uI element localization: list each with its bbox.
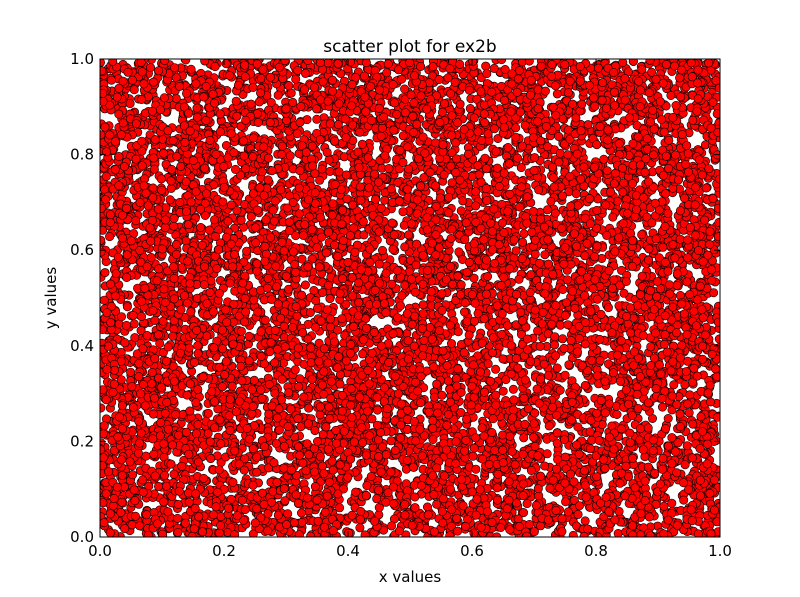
scatter-point [300, 280, 310, 290]
scatter-point [491, 364, 501, 374]
scatter-point [619, 288, 629, 298]
scatter-point [493, 134, 503, 144]
scatter-point [613, 529, 623, 537]
scatter-point [218, 344, 228, 354]
scatter-point [714, 217, 720, 227]
scatter-point [497, 59, 507, 65]
scatter-point [519, 229, 529, 239]
scatter-point [453, 327, 463, 337]
scatter-point [246, 212, 256, 222]
scatter-point [193, 420, 203, 430]
scatter-point [380, 195, 390, 205]
scatter-point [236, 215, 246, 225]
scatter-point [461, 435, 471, 445]
scatter-points [100, 59, 720, 537]
scatter-point [317, 461, 327, 471]
scatter-point [458, 196, 468, 206]
scatter-point [550, 340, 560, 350]
scatter-point [554, 132, 564, 142]
scatter-point [679, 495, 689, 505]
scatter-point [552, 89, 562, 99]
scatter-point [592, 140, 602, 150]
scatter-point [315, 213, 325, 223]
scatter-point [661, 424, 671, 434]
scatter-point [100, 421, 109, 431]
plot-area [100, 59, 720, 537]
scatter-point [714, 334, 720, 344]
scatter-point [315, 175, 325, 185]
scatter-point [312, 114, 322, 124]
scatter-point [560, 452, 570, 462]
chart-title: scatter plot for ex2b [323, 37, 496, 57]
scatter-point [283, 509, 293, 519]
scatter-point [193, 341, 203, 351]
scatter-point [249, 375, 259, 385]
scatter-point [301, 466, 311, 476]
scatter-point [321, 248, 331, 258]
scatter-point [362, 481, 372, 491]
scatter-point [355, 523, 365, 533]
scatter-point [428, 62, 438, 72]
scatter-point [131, 511, 141, 521]
scatter-point [508, 384, 518, 394]
scatter-point [366, 471, 376, 481]
scatter-point [552, 363, 562, 373]
scatter-point [519, 433, 529, 443]
scatter-point [663, 413, 673, 423]
scatter-point [328, 465, 338, 475]
